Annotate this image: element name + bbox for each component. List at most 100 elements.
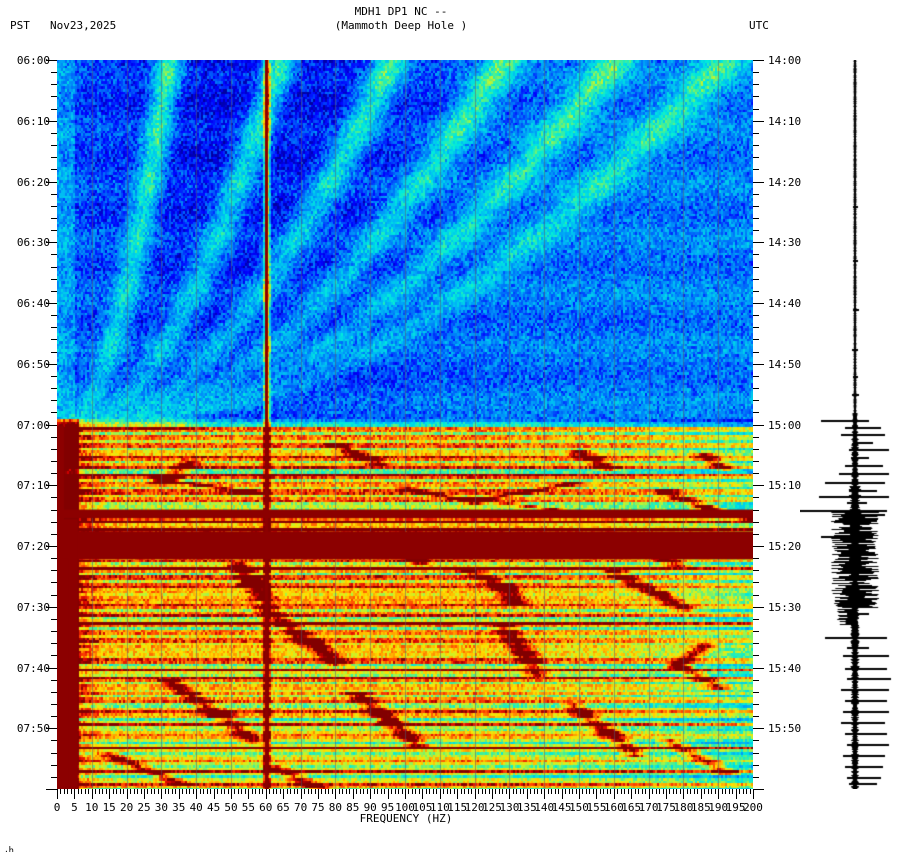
freq-tick-minor xyxy=(328,789,329,794)
freq-tick-minor xyxy=(168,789,169,794)
time-tick-minor-right xyxy=(753,339,759,340)
freq-tick-minor xyxy=(363,789,364,794)
freq-tick-minor xyxy=(652,789,653,794)
freq-tick-minor xyxy=(482,789,483,794)
freq-tick-minor xyxy=(572,789,573,794)
freq-tick-minor xyxy=(516,789,517,794)
time-tick-minor-right xyxy=(753,619,759,620)
time-tick-major-left xyxy=(46,607,57,608)
freq-tick-major xyxy=(718,789,719,799)
freq-tick-minor xyxy=(743,789,744,794)
freq-tick-minor xyxy=(210,789,211,794)
time-tick-minor-right xyxy=(753,558,759,559)
time-tick-minor-right xyxy=(753,449,759,450)
time-tick-major-right xyxy=(753,242,764,243)
freq-tick-minor xyxy=(165,789,166,794)
freq-tick-minor xyxy=(339,789,340,794)
time-label-pst: 06:30 xyxy=(16,236,50,250)
freq-tick-minor xyxy=(523,789,524,794)
spectrogram-plot[interactable] xyxy=(57,60,753,789)
freq-tick-minor xyxy=(367,789,368,794)
freq-tick-minor xyxy=(429,789,430,794)
freq-tick-major xyxy=(144,789,145,799)
freq-tick-major xyxy=(335,789,336,799)
time-tick-major-left xyxy=(46,789,57,790)
freq-tick-minor xyxy=(711,789,712,794)
freq-tick-minor xyxy=(106,789,107,794)
freq-tick-major xyxy=(318,789,319,799)
freq-tick-minor xyxy=(642,789,643,794)
freq-tick-minor xyxy=(116,789,117,794)
freq-tick-minor xyxy=(617,789,618,794)
time-tick-minor-right xyxy=(753,716,759,717)
time-tick-minor-right xyxy=(753,522,759,523)
freq-tick-minor xyxy=(88,789,89,794)
freq-tick-major xyxy=(457,789,458,799)
time-tick-minor-right xyxy=(753,376,759,377)
time-tick-major-left xyxy=(46,182,57,183)
freq-tick-major xyxy=(370,789,371,799)
freq-tick-major xyxy=(509,789,510,799)
freq-tick-minor xyxy=(548,789,549,794)
freq-tick-minor xyxy=(186,789,187,794)
freq-tick-minor xyxy=(433,789,434,794)
freq-tick-minor xyxy=(134,789,135,794)
freq-tick-minor xyxy=(113,789,114,794)
time-tick-minor-right xyxy=(753,96,759,97)
freq-tick-minor xyxy=(551,789,552,794)
time-tick-minor-right xyxy=(753,643,759,644)
freq-tick-minor xyxy=(436,789,437,794)
freq-tick-minor xyxy=(673,789,674,794)
time-tick-major-left xyxy=(46,728,57,729)
time-tick-minor-right xyxy=(753,327,759,328)
freq-tick-minor xyxy=(304,789,305,794)
time-tick-minor-right xyxy=(753,157,759,158)
freq-tick-minor xyxy=(120,789,121,794)
freq-tick-minor xyxy=(412,789,413,794)
time-tick-major-right xyxy=(753,607,764,608)
time-label-utc: 15:20 xyxy=(768,540,802,553)
freq-tick-major xyxy=(649,789,650,799)
freq-tick-major xyxy=(388,789,389,799)
freq-tick-minor xyxy=(468,789,469,794)
freq-tick-minor xyxy=(663,789,664,794)
freq-tick-minor xyxy=(628,789,629,794)
time-tick-major-right xyxy=(753,546,764,547)
freq-tick-minor xyxy=(241,789,242,794)
time-tick-minor-right xyxy=(753,437,759,438)
freq-tick-minor xyxy=(541,789,542,794)
time-tick-minor-right xyxy=(753,84,759,85)
freq-tick-minor xyxy=(621,789,622,794)
time-tick-minor-right xyxy=(753,133,759,134)
freq-tick-minor xyxy=(269,789,270,794)
freq-tick-major xyxy=(596,789,597,799)
time-tick-minor-right xyxy=(753,473,759,474)
freq-tick-minor xyxy=(676,789,677,794)
time-tick-minor-right xyxy=(753,218,759,219)
corner-artifact-mark: .Һ xyxy=(4,845,14,854)
freq-tick-minor xyxy=(137,789,138,794)
freq-tick-minor xyxy=(534,789,535,794)
freq-tick-minor xyxy=(746,789,747,794)
time-tick-major-right xyxy=(753,303,764,304)
freq-tick-minor xyxy=(555,789,556,794)
freq-tick-minor xyxy=(147,789,148,794)
freq-tick-minor xyxy=(395,789,396,794)
freq-tick-major xyxy=(283,789,284,799)
time-tick-minor-right xyxy=(753,352,759,353)
freq-tick-minor xyxy=(704,789,705,794)
freq-tick-minor xyxy=(234,789,235,794)
freq-tick-minor xyxy=(64,789,65,794)
time-tick-minor-right xyxy=(753,570,759,571)
time-label-pst: 07:00 xyxy=(16,418,50,432)
freq-tick-minor xyxy=(158,789,159,794)
freq-tick-major xyxy=(753,789,754,799)
time-label-utc: 15:40 xyxy=(768,661,802,675)
time-label-utc: 15:00 xyxy=(768,418,802,432)
time-tick-minor-right xyxy=(753,582,759,583)
time-label-utc: 15:10 xyxy=(768,479,802,493)
time-label-pst: 06:00 xyxy=(16,54,50,67)
freq-tick-minor xyxy=(151,789,152,794)
time-tick-major-right xyxy=(753,182,764,183)
freq-tick-minor xyxy=(502,789,503,794)
